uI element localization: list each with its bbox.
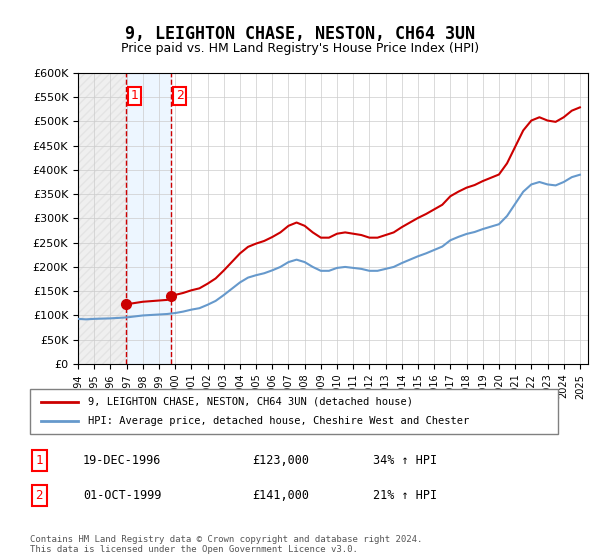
Text: 1: 1	[35, 454, 43, 467]
Text: 34% ↑ HPI: 34% ↑ HPI	[373, 454, 437, 467]
Text: 9, LEIGHTON CHASE, NESTON, CH64 3UN (detached house): 9, LEIGHTON CHASE, NESTON, CH64 3UN (det…	[88, 396, 413, 407]
Text: Contains HM Land Registry data © Crown copyright and database right 2024.
This d: Contains HM Land Registry data © Crown c…	[30, 535, 422, 554]
Text: 2: 2	[35, 489, 43, 502]
Text: £123,000: £123,000	[252, 454, 309, 467]
Text: 2: 2	[176, 90, 184, 102]
Bar	[126, 73, 171, 364]
Text: 19-DEC-1996: 19-DEC-1996	[83, 454, 161, 467]
Text: HPI: Average price, detached house, Cheshire West and Chester: HPI: Average price, detached house, Ches…	[88, 417, 469, 427]
Bar	[78, 73, 126, 364]
Text: 9, LEIGHTON CHASE, NESTON, CH64 3UN: 9, LEIGHTON CHASE, NESTON, CH64 3UN	[125, 25, 475, 43]
Text: 01-OCT-1999: 01-OCT-1999	[83, 489, 161, 502]
Text: 21% ↑ HPI: 21% ↑ HPI	[373, 489, 437, 502]
FancyBboxPatch shape	[30, 389, 558, 434]
Text: Price paid vs. HM Land Registry's House Price Index (HPI): Price paid vs. HM Land Registry's House …	[121, 42, 479, 55]
Bar	[78, 73, 126, 364]
Text: £141,000: £141,000	[252, 489, 309, 502]
Text: 1: 1	[131, 90, 139, 102]
